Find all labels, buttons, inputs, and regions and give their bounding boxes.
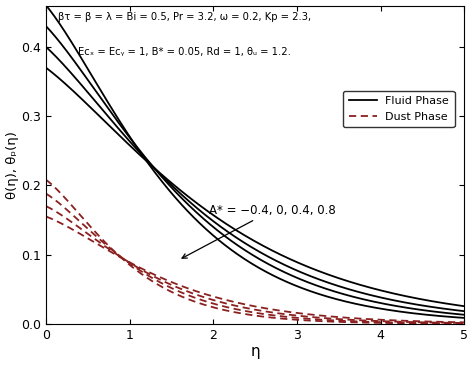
Text: Ecₓ = Ecᵧ = 1, B* = 0.05, Rd = 1, θᵤ = 1.2.: Ecₓ = Ecᵧ = 1, B* = 0.05, Rd = 1, θᵤ = 1… [78,47,291,57]
Legend: Fluid Phase, Dust Phase: Fluid Phase, Dust Phase [343,91,455,127]
Y-axis label: θ(η), θₚ(η): θ(η), θₚ(η) [6,131,18,199]
Text: βτ = β = λ = Bi = 0.5, Pr = 3.2, ω = 0.2, Kp = 2.3,: βτ = β = λ = Bi = 0.5, Pr = 3.2, ω = 0.2… [58,12,311,22]
X-axis label: η: η [250,345,260,360]
Text: A* = −0.4, 0, 0.4, 0.8: A* = −0.4, 0, 0.4, 0.8 [182,204,336,258]
